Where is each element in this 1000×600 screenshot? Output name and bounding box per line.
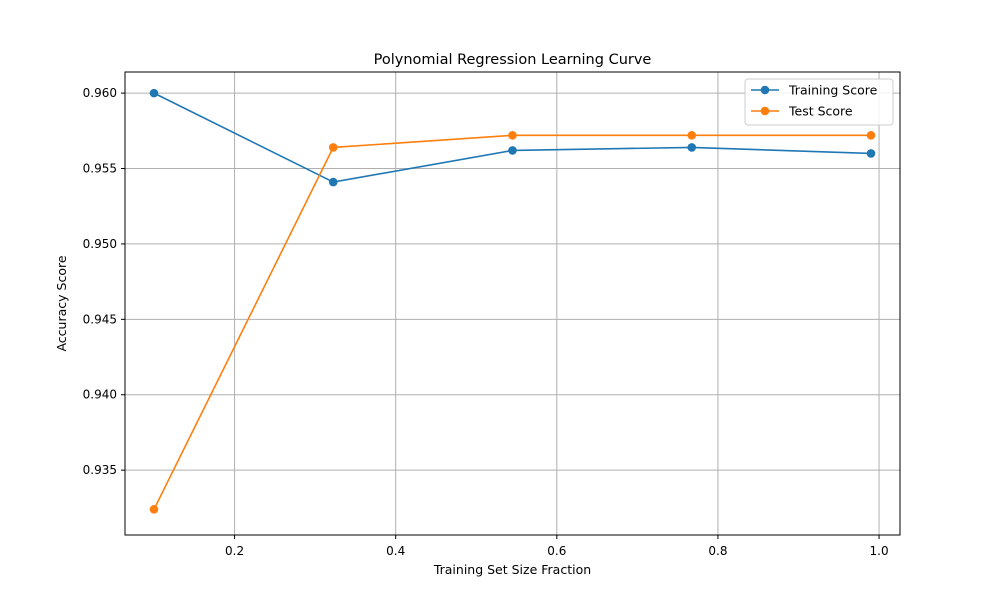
x-tick-label: 0.4 [386, 544, 405, 558]
legend-marker-training-score [760, 85, 770, 95]
legend-item-test-score: Test Score [751, 104, 853, 119]
legend-item-training-score: Training Score [751, 83, 878, 98]
test-score-point [866, 131, 876, 140]
chart-title: Polynomial Regression Learning Curve [374, 52, 652, 68]
x-axis-ticks: 0.2 0.4 0.6 0.8 1.0 [225, 535, 889, 558]
y-tick-label: 0.945 [83, 312, 117, 326]
y-tick-label: 0.940 [83, 388, 117, 402]
training-score-point [508, 146, 517, 155]
test-score-point [149, 505, 159, 514]
training-score-point [328, 177, 338, 187]
test-score-point [328, 143, 338, 152]
y-axis-label: Accuracy Score [54, 255, 69, 351]
y-tick-label: 0.960 [83, 86, 117, 100]
legend: Training Score Test Score [744, 78, 894, 126]
training-score-point [866, 149, 876, 158]
legend-items: Training Score Test Score [751, 83, 878, 119]
plot-area [124, 71, 901, 536]
x-tick-label: 0.8 [708, 544, 727, 558]
y-axis-ticks: 0.935 0.940 0.945 0.950 0.955 0.960 [83, 86, 125, 477]
series-layer [149, 88, 876, 514]
x-tick-label: 0.6 [547, 544, 566, 558]
plot-frame [124, 71, 901, 536]
x-axis-label: Training Set Size Fraction [433, 562, 591, 577]
test-score-point [687, 131, 697, 140]
y-tick-label: 0.950 [83, 237, 117, 251]
training-score-point [687, 143, 697, 152]
test-score-point [508, 131, 517, 140]
y-tick-label: 0.955 [83, 162, 117, 176]
legend-label-training-score: Training Score [788, 83, 878, 98]
x-tick-label: 1.0 [870, 544, 889, 558]
y-tick-label: 0.935 [83, 463, 117, 477]
legend-label-test-score: Test Score [788, 104, 853, 119]
legend-marker-test-score [760, 106, 770, 116]
series-training-score [149, 88, 876, 187]
training-score-point [149, 88, 159, 98]
plot-background [125, 72, 900, 535]
series-test-score [149, 131, 876, 514]
legend-frame [744, 78, 894, 126]
x-tick-label: 0.2 [225, 544, 244, 558]
